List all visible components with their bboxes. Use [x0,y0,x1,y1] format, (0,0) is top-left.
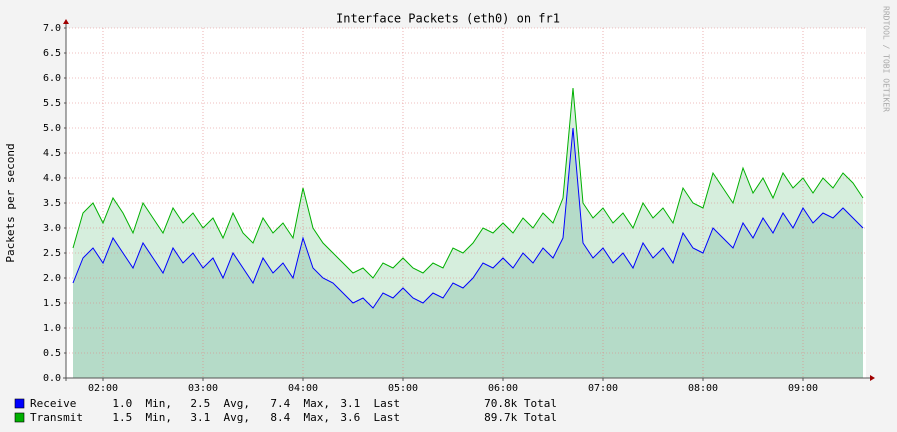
legend-stat: 8.4 Max, [270,411,330,424]
axis-arrow [870,375,875,381]
legend-stat: 1.5 Min, [112,411,172,424]
legend-stat: 7.4 Max, [270,397,330,410]
x-tick-label: 06:00 [488,383,518,394]
x-tick-label: 07:00 [588,383,618,394]
y-tick-label: 5.5 [43,98,61,109]
y-tick-label: 4.5 [43,148,61,159]
x-tick-label: 02:00 [88,383,118,394]
watermark: RRDTOOL / TOBI OETIKER [882,6,891,112]
x-tick-label: 09:00 [788,383,818,394]
data-line [72,127,864,309]
y-tick-label: 3.5 [43,198,61,209]
y-tick-label: 2.5 [43,248,61,259]
y-tick-label: 3.0 [43,223,61,234]
y-tick-label: 6.0 [43,73,61,84]
legend-stat: 3.1 Last [340,397,400,410]
x-tick-label: 05:00 [388,383,418,394]
y-tick-label: 0.5 [43,348,61,359]
legend-stat: 3.6 Last [340,411,400,424]
legend-label: Transmit [30,411,83,424]
y-tick-label: 7.0 [43,23,61,34]
data-line [72,87,864,279]
y-tick-label: 0.0 [43,373,61,384]
legend-stat: 89.7k Total [484,411,557,424]
chart-title: Interface Packets (eth0) on fr1 [336,12,560,26]
y-tick-label: 1.5 [43,298,61,309]
x-tick-label: 08:00 [688,383,718,394]
y-tick-label: 1.0 [43,323,61,334]
legend-swatch [14,398,25,409]
legend-stat: 70.8k Total [484,397,557,410]
legend-label: Receive [30,397,76,410]
axis-arrow [63,19,69,24]
legend-stat: 2.5 Avg, [190,397,250,410]
y-tick-label: 2.0 [43,273,61,284]
legend-swatch [14,412,25,423]
y-tick-label: 5.0 [43,123,61,134]
y-axis-label: Packets per second [4,143,17,262]
y-tick-label: 4.0 [43,173,61,184]
x-tick-label: 03:00 [188,383,218,394]
y-tick-label: 6.5 [43,48,61,59]
area-fill [73,128,863,378]
legend-stat: 1.0 Min, [112,397,172,410]
x-tick-label: 04:00 [288,383,318,394]
legend-stat: 3.1 Avg, [190,411,250,424]
